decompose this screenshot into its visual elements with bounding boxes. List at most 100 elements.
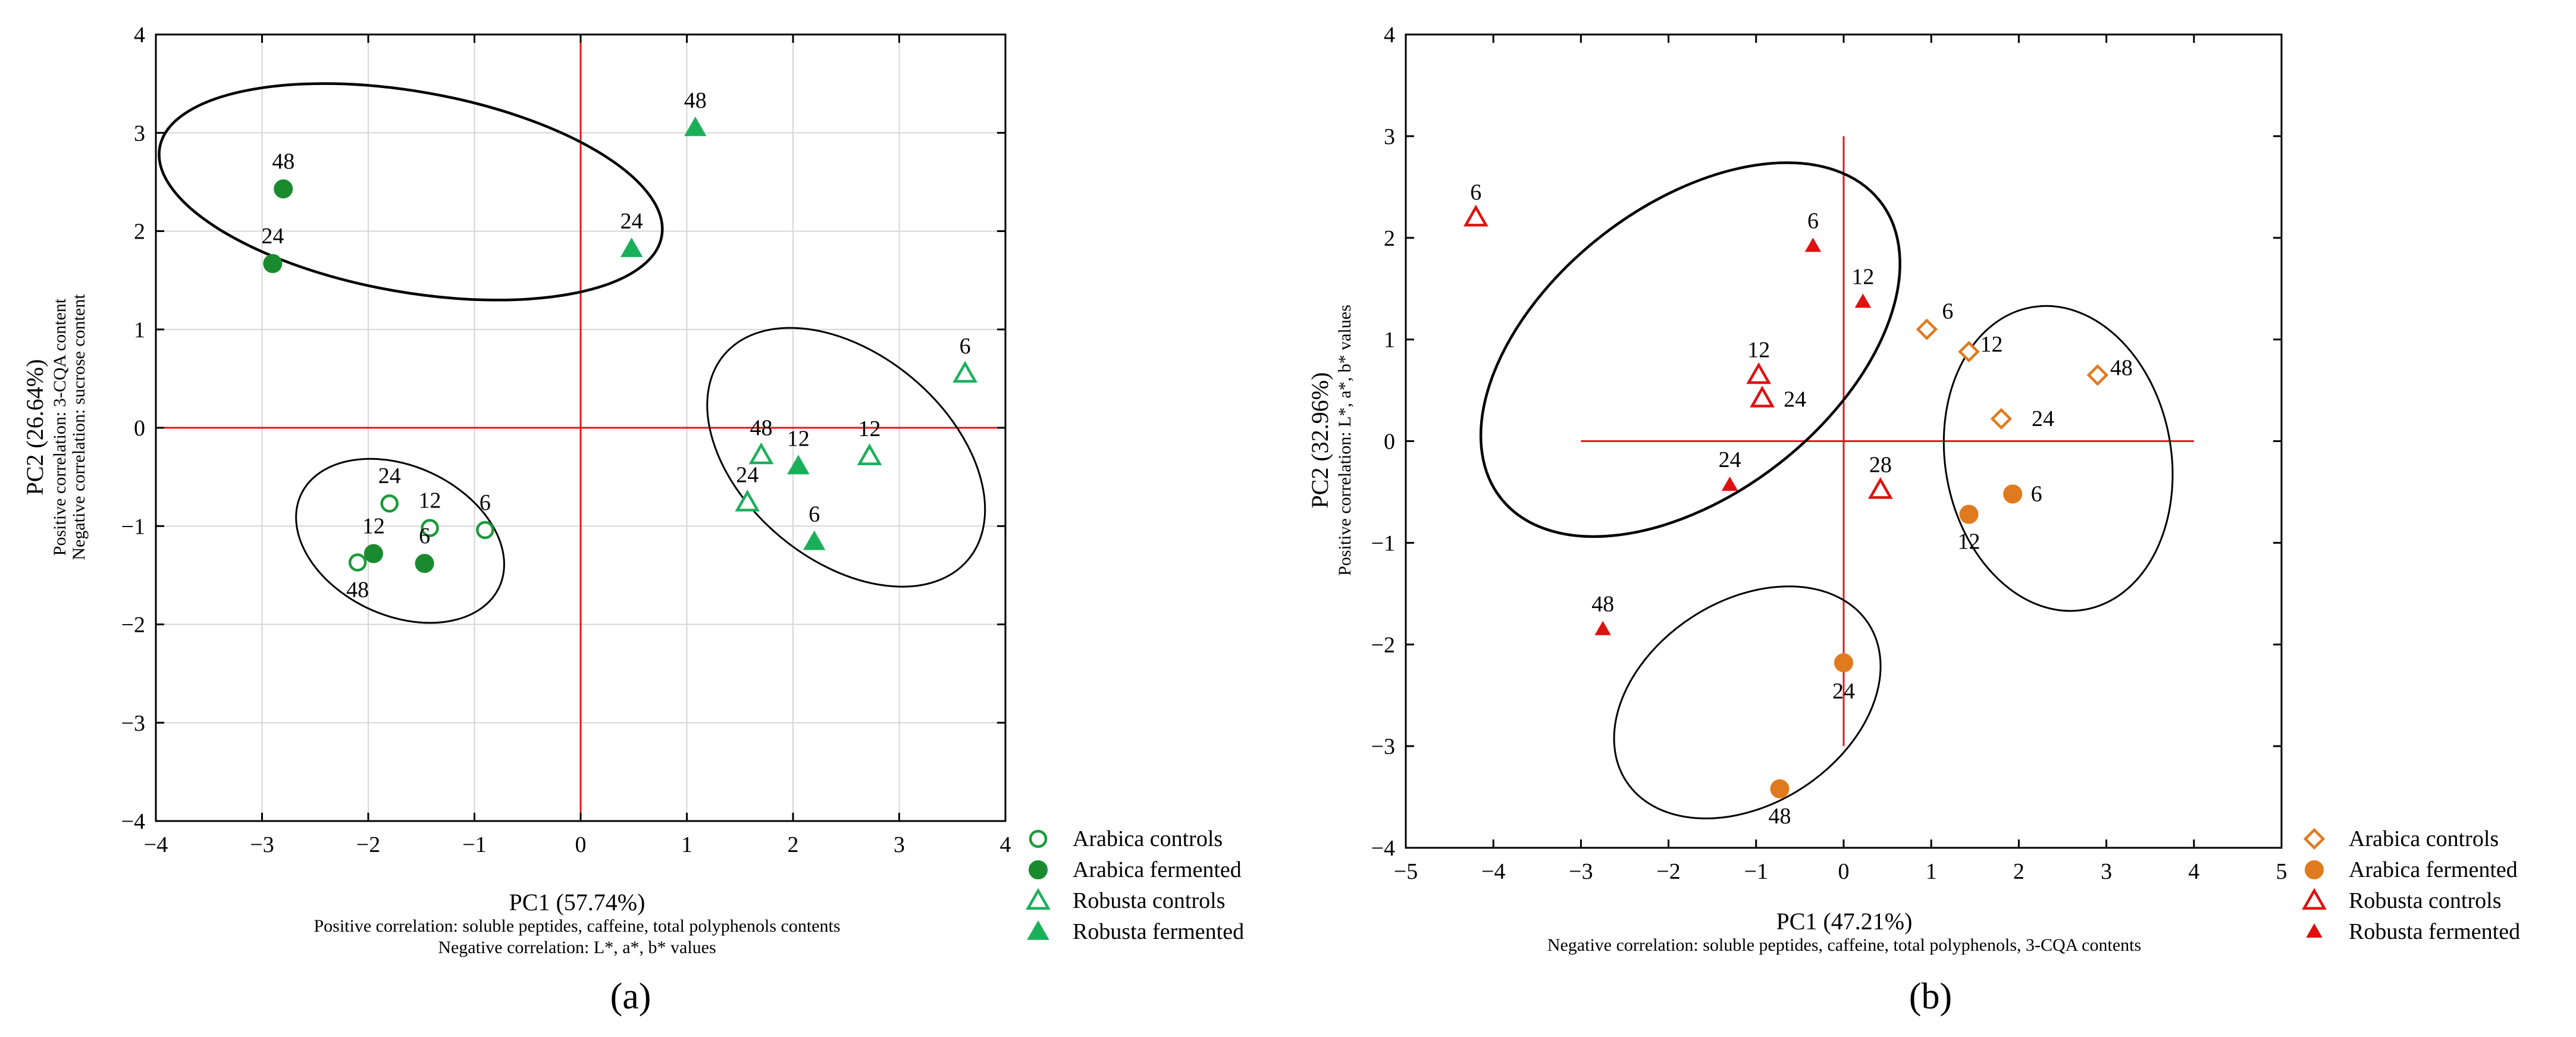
panel-b-legend-label-2: Robusta controls [2349,888,2501,913]
panel-a-ellipses [158,82,986,624]
panel-a-series-0-point-0-label: 6 [480,490,491,515]
panel-a-ytick-label-2: −2 [121,613,145,638]
panel-a-series-2-point-0 [952,361,978,383]
panel-b-xtick-label-3: −2 [1656,859,1680,884]
panel-a-legend-marker-3 [1027,920,1049,940]
panel-a-series-2-point-3-label: 48 [750,415,772,440]
panel-a-series-0-point-3-label: 48 [346,577,369,602]
panel-a-series-0: 6 12 24 48 [346,463,494,602]
panel-a-series-2-point-1-label: 12 [858,416,881,441]
panel-a-letter: (a) [610,976,651,1017]
panel-b-series-2-point-3-label: 28 [1869,453,1892,478]
panel-a-ytick-label-5: 1 [134,318,145,343]
panel-a-series-3-point-3 [684,116,707,136]
panel-b-legend-marker-1 [2305,860,2324,879]
panel-b-xtick-label-0: −5 [1394,859,1418,884]
panel-b-origin-lines [1581,136,2194,747]
panel-a-ytick-label-6: 2 [134,220,145,245]
panel-b-series-3-point-3 [1594,621,1611,635]
panel-a-cluster-ellipse-2 [706,327,986,588]
panel-b-legend-label-1: Arabica fermented [2349,857,2518,882]
panel-b-series-2-point-1 [1746,362,1772,384]
panel-a-xtick-label-3: −1 [462,832,486,857]
panel-a-cluster-ellipse-1 [295,458,505,624]
panel-b-ellipses [1479,161,2174,820]
panel-a-legend-label-1: Arabica fermented [1073,857,1242,882]
panel-b-y-axis-label: PC2 (32.96%) [1306,372,1333,509]
panel-a-series-0-point-0 [476,521,494,540]
panel-b-ytick-label-3: −1 [1371,531,1395,556]
panel-a-legend-label-2: Robusta controls [1073,888,1225,913]
panel-b-series-3-point-3-label: 48 [1591,592,1614,617]
panel-b-series-3-point-2 [1721,476,1738,491]
panel-b-series-3-point-2-label: 24 [1719,447,1741,472]
panel-a-cluster-ellipse-0 [158,82,664,302]
panel-a-series-0-point-2 [380,494,399,513]
panel-b-ytick-label-0: −4 [1371,836,1395,861]
panel-b-points: 6 12 24 48 6 12 24 48 6 12 24 28 6 12 24 48 [1463,180,2133,829]
panel-a-series-1-point-1 [363,544,383,563]
panel-a-xtick-label-6: 2 [788,832,799,857]
panel-a-series-1-point-1-label: 12 [362,514,385,539]
panel-b-series-0-point-0-label: 6 [1942,299,1953,324]
panel-b-series-3-point-0 [1804,237,1822,252]
panel-b-legend-label-3: Robusta fermented [2349,919,2520,944]
panel-a-ytick-label-4: 0 [134,416,145,441]
panel-a-series-0-point-1-label: 12 [419,488,441,513]
panel-b-series-3: 6 12 24 48 [1591,208,1874,635]
panel-b-xtick-label-10: 5 [2276,859,2287,884]
panel-b-ytick-label-7: 3 [1384,124,1395,149]
panel-b-xtick-label-4: −1 [1744,859,1768,884]
panel-b-series-1-point-2-label: 24 [1832,679,1855,704]
panel-a-x-note-positive: Positive correlation: soluble peptides, … [314,916,840,936]
panel-b-series-0-point-3 [2086,364,2109,386]
panel-b-series-1-point-0-label: 6 [2031,481,2042,506]
panel-a-series-0-point-3 [348,553,367,572]
panel-a-series-0-point-2-label: 24 [378,463,401,488]
panel-b-series-2-point-2-label: 24 [1784,387,1806,412]
panel-b-letter: (b) [1909,976,1952,1017]
panel-b-series-1-point-2 [1834,653,1853,673]
panel-a-ytick-label-1: −3 [121,711,145,736]
panel-a-xtick-label-2: −2 [356,832,380,857]
panel-a-series-1-point-0-label: 6 [419,524,430,549]
panel-b-series-3-point-1-label: 12 [1851,264,1874,289]
panel-b-series-3-point-0-label: 6 [1807,208,1819,233]
panel-a-legend-marker-2 [1026,888,1051,910]
panel-b-legend-marker-2 [2302,888,2327,910]
panel-b-xtick-label-1: −4 [1481,859,1505,884]
panel-b-xtick-label-6: 1 [1926,859,1937,884]
panel-a-y-note-negative: Negative correlation: sucrose content [69,294,89,560]
panel-a-series-2-point-3 [748,442,774,465]
panel-b-ytick-label-4: 0 [1384,430,1395,455]
panel-a-legend-marker-1 [1029,860,1048,879]
panel-a-ytick-label-8: 4 [134,23,145,48]
panel-b-cluster-ellipse-1 [1942,305,2174,612]
panel-a-series-1-point-2 [263,254,283,274]
panel-a-series-3-point-3-label: 48 [684,88,707,113]
panel-a-series-2: 6 12 24 48 [735,334,978,512]
panel-b-series-2-point-3 [1867,477,1893,499]
panel-b-ytick-label-2: −2 [1371,632,1395,657]
panel-a-xtick-label-1: −3 [250,832,274,857]
panel-b-series-2-point-2 [1750,386,1775,408]
panel-b-series-0-point-1 [1958,340,1980,363]
panel-b-legend-marker-3 [2306,923,2323,938]
panel-b-series-1-point-1-label: 12 [1957,530,1980,554]
panel-a-series-3-point-0-label: 6 [808,502,820,527]
panel-a-xtick-label-8: 4 [1000,832,1011,857]
panel-b-y-note-positive: Positive correlation: L*, a*, b* values [1335,305,1355,576]
panel-b-series-0-point-2 [1990,408,2013,430]
panel-a-series-1-point-3 [274,179,293,199]
panel-b-ytick-label-8: 4 [1384,23,1395,48]
panel-a-series-1-point-3-label: 48 [272,149,294,174]
panel-b-series-1-point-1 [1959,505,1979,524]
panel-b-ytick-label-1: −3 [1371,734,1395,759]
panel-b-series-2-point-0 [1463,205,1488,227]
panel-b-x-axis-label: PC1 (47.21%) [1776,908,1913,935]
panel-a-y-note-positive: Positive correlation: 3-CQA content [50,298,70,556]
panel-a-origin-lines [156,35,1005,821]
